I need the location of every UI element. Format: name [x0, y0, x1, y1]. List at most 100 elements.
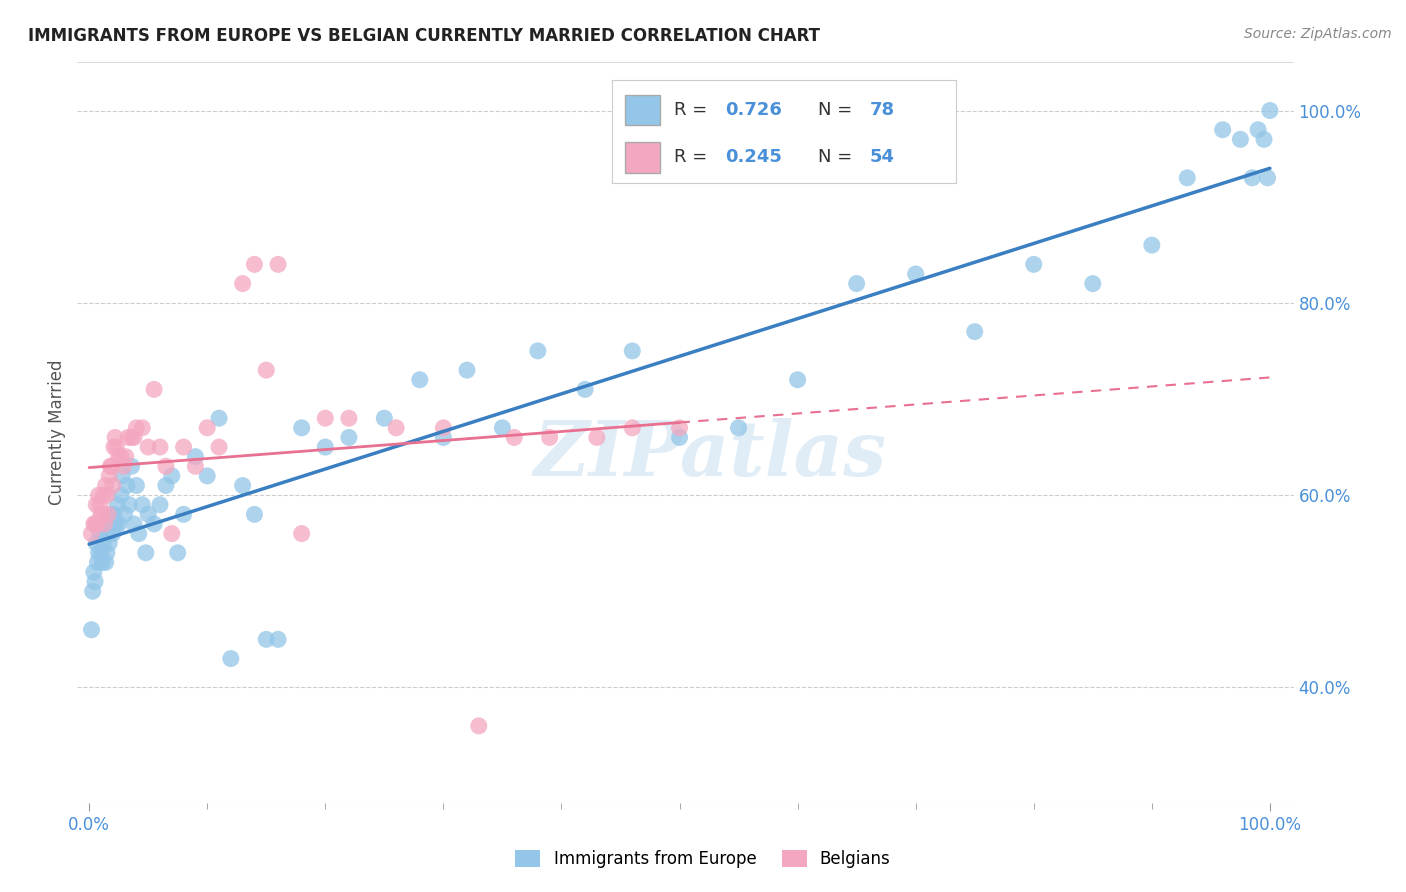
- Point: [291, 526, 314, 541]
- Point: [1081, 277, 1104, 291]
- Text: ZIPatlas: ZIPatlas: [533, 417, 886, 491]
- Point: [90, 508, 112, 522]
- Point: [291, 421, 314, 435]
- Legend: Immigrants from Europe, Belgians: Immigrants from Europe, Belgians: [509, 843, 897, 875]
- Point: [89, 526, 111, 541]
- Point: [155, 478, 177, 492]
- Point: [409, 373, 432, 387]
- Point: [131, 421, 153, 435]
- Point: [243, 257, 266, 271]
- Point: [100, 459, 122, 474]
- Point: [1241, 170, 1264, 185]
- Point: [160, 526, 183, 541]
- Point: [143, 516, 166, 531]
- Point: [111, 469, 134, 483]
- Point: [87, 488, 110, 502]
- Point: [84, 498, 107, 512]
- Point: [121, 459, 143, 474]
- Point: [96, 546, 118, 560]
- Point: [219, 651, 242, 665]
- Text: IMMIGRANTS FROM EUROPE VS BELGIAN CURRENTLY MARRIED CORRELATION CHART: IMMIGRANTS FROM EUROPE VS BELGIAN CURREN…: [28, 27, 820, 45]
- Point: [232, 478, 254, 492]
- Point: [1140, 238, 1163, 252]
- Point: [208, 411, 231, 425]
- FancyBboxPatch shape: [626, 95, 659, 126]
- Point: [100, 508, 122, 522]
- Point: [143, 382, 166, 396]
- Point: [373, 411, 395, 425]
- Point: [668, 430, 690, 444]
- Point: [135, 546, 157, 560]
- Point: [107, 498, 129, 512]
- Point: [155, 459, 177, 474]
- Point: [337, 430, 360, 444]
- Point: [166, 546, 188, 560]
- Point: [101, 526, 124, 541]
- Point: [503, 430, 526, 444]
- Point: [84, 516, 107, 531]
- Point: [1253, 132, 1275, 146]
- Point: [98, 469, 121, 483]
- Point: [125, 421, 148, 435]
- Point: [103, 440, 125, 454]
- Point: [112, 459, 135, 474]
- Text: N =: N =: [818, 148, 858, 166]
- Text: 0.726: 0.726: [725, 101, 782, 119]
- Point: [80, 526, 103, 541]
- Point: [104, 430, 127, 444]
- Point: [110, 488, 132, 502]
- Point: [314, 440, 336, 454]
- Point: [786, 373, 808, 387]
- Point: [125, 478, 148, 492]
- Point: [117, 430, 139, 444]
- Point: [86, 556, 108, 570]
- Point: [114, 450, 136, 464]
- Point: [232, 277, 254, 291]
- Point: [538, 430, 561, 444]
- FancyBboxPatch shape: [626, 142, 659, 173]
- Point: [1229, 132, 1251, 146]
- Point: [727, 421, 749, 435]
- Point: [254, 632, 277, 647]
- Text: R =: R =: [673, 101, 713, 119]
- Point: [84, 536, 107, 550]
- Point: [103, 508, 125, 522]
- Point: [93, 516, 115, 531]
- Point: [83, 516, 105, 531]
- Point: [86, 516, 108, 531]
- Point: [267, 632, 290, 647]
- Point: [121, 430, 143, 444]
- Point: [80, 623, 103, 637]
- Point: [1247, 122, 1270, 136]
- Point: [98, 536, 121, 550]
- Point: [110, 450, 132, 464]
- Point: [314, 411, 336, 425]
- Point: [254, 363, 277, 377]
- Point: [1258, 103, 1281, 118]
- Point: [1175, 170, 1198, 185]
- Text: Source: ZipAtlas.com: Source: ZipAtlas.com: [1244, 27, 1392, 41]
- Point: [574, 382, 596, 396]
- Point: [208, 440, 231, 454]
- Point: [173, 440, 195, 454]
- Point: [91, 556, 114, 570]
- Point: [621, 421, 644, 435]
- Point: [115, 478, 138, 492]
- Point: [184, 459, 207, 474]
- Point: [432, 430, 454, 444]
- Point: [122, 430, 145, 444]
- Point: [101, 478, 124, 492]
- Point: [195, 469, 218, 483]
- Text: 0.245: 0.245: [725, 148, 782, 166]
- Text: R =: R =: [673, 148, 713, 166]
- Point: [136, 440, 159, 454]
- Point: [94, 478, 117, 492]
- Point: [621, 343, 644, 358]
- Point: [91, 508, 114, 522]
- Point: [122, 516, 145, 531]
- Y-axis label: Currently Married: Currently Married: [48, 359, 66, 506]
- Point: [97, 526, 120, 541]
- Point: [160, 469, 183, 483]
- Point: [87, 546, 110, 560]
- Point: [90, 546, 112, 560]
